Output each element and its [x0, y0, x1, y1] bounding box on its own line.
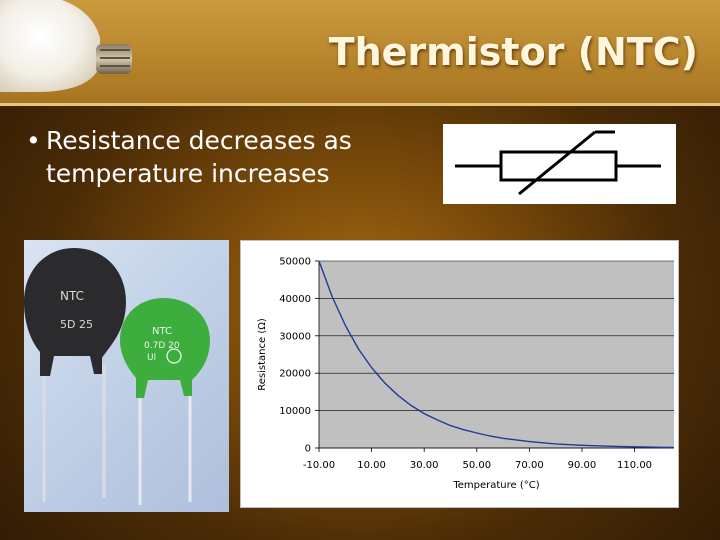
- large-thermistor-body: [24, 248, 126, 376]
- bullet-line-1: Resistance decreases as: [46, 126, 352, 155]
- y-tick-label: 0: [305, 444, 311, 455]
- small-thermistor-body: [120, 298, 210, 398]
- bullet-line-2: temperature increases: [46, 159, 330, 188]
- slide-title: Thermistor (NTC): [328, 30, 698, 74]
- y-tick-label: 30000: [279, 331, 311, 342]
- small-label-line-1: NTC: [152, 326, 172, 337]
- x-tick-label: 70.00: [515, 460, 544, 471]
- chart-svg: 0 10000 20000 30000 40000 50000 -10.00 10.00 30.…: [257, 257, 675, 491]
- small-label-line-2: 0.7D 20: [144, 341, 180, 351]
- y-tick-label: 20000: [279, 369, 311, 380]
- y-tick-label: 40000: [279, 294, 311, 305]
- x-tick-label: 30.00: [410, 460, 439, 471]
- y-axis-title: Resistance (Ω): [257, 318, 268, 391]
- x-tick-label: 90.00: [568, 460, 597, 471]
- plot-area: [319, 261, 674, 448]
- resistance-temperature-chart: 0 10000 20000 30000 40000 50000 -10.00 10.00 30.…: [240, 240, 679, 508]
- bullet-point: • Resistance decreases as temperature in…: [26, 124, 426, 190]
- y-tick-label: 50000: [279, 257, 311, 268]
- header-divider: [0, 103, 720, 106]
- light-bulb-icon: [0, 0, 132, 92]
- large-label-line-1: NTC: [60, 289, 84, 303]
- x-axis-title: Temperature (°C): [452, 480, 539, 491]
- ul-mark-icon: Ul: [147, 353, 156, 363]
- x-tick-label: 110.00: [617, 460, 652, 471]
- thermistor-components-image: NTC 5D 25 NTC 0.7D 20 Ul: [24, 248, 210, 505]
- x-tick-label: 50.00: [462, 460, 491, 471]
- x-tick-label: -10.00: [303, 460, 335, 471]
- thermistor-photo: NTC 5D 25 NTC 0.7D 20 Ul: [24, 240, 229, 512]
- certification-mark-icon: [166, 348, 182, 364]
- bullet-marker: •: [26, 126, 41, 155]
- thermistor-symbol-panel: [443, 124, 676, 204]
- x-tick-label: 10.00: [357, 460, 386, 471]
- resistance-curve: [318, 260, 675, 449]
- y-tick-label: 10000: [279, 406, 311, 417]
- thermistor-symbol-icon: [455, 130, 661, 196]
- large-label-line-2: 5D 25: [60, 318, 93, 331]
